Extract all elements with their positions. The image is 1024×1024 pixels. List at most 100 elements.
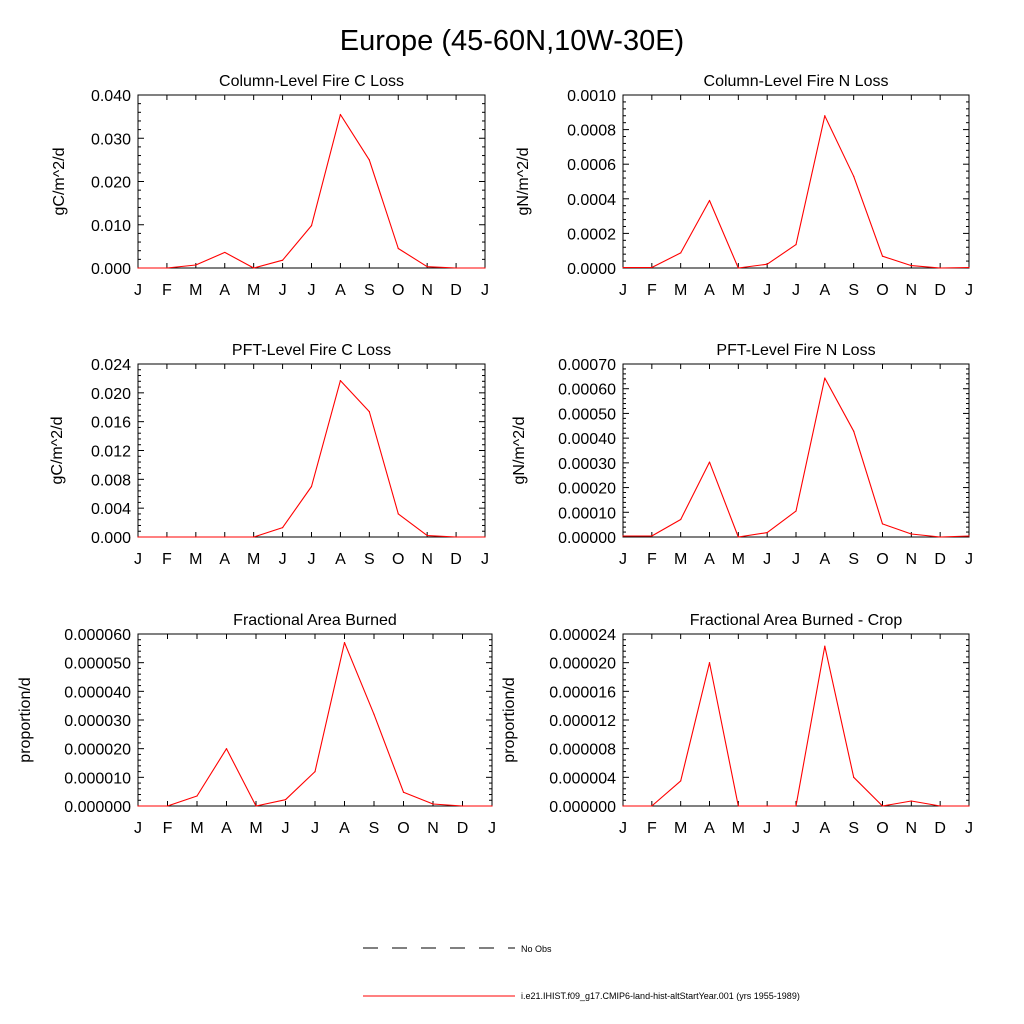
data-point	[224, 251, 226, 254]
data-point	[137, 805, 139, 807]
figure-title: Europe (45-60N,10W-30E)	[340, 25, 684, 57]
x-tick-label: J	[763, 551, 771, 568]
x-tick-label: M	[674, 551, 687, 568]
data-point	[484, 267, 486, 269]
x-tick-label: J	[965, 282, 973, 299]
y-tick-label: 0.000	[91, 530, 131, 547]
x-tick-label: J	[134, 282, 142, 299]
x-tick-label: M	[247, 551, 260, 568]
x-tick-label: J	[488, 820, 496, 837]
data-point	[281, 259, 284, 261]
data-point	[737, 805, 739, 807]
data-point	[491, 805, 493, 807]
data-point	[622, 535, 624, 537]
plot-frame	[137, 633, 493, 807]
y-tick-label: 0.020	[91, 175, 131, 192]
x-tick-label: J	[792, 282, 800, 299]
y-tick-label: 0.00030	[558, 456, 616, 473]
series-line	[623, 377, 970, 538]
data-point	[137, 267, 139, 269]
y-tick-label: 0.000024	[549, 627, 616, 644]
data-point	[368, 159, 370, 161]
x-tick-label: O	[392, 551, 404, 568]
y-tick-label: 0.000060	[64, 627, 131, 644]
y-tick-label: 0.000010	[64, 770, 131, 787]
x-tick-label: A	[335, 551, 346, 568]
data-point	[651, 535, 653, 537]
y-tick-label: 0.0000	[567, 261, 616, 278]
y-axis-label: gN/m^2/d	[515, 148, 532, 216]
y-tick-label: 0.000000	[64, 799, 131, 816]
data-point	[910, 264, 912, 267]
data-point	[824, 645, 826, 647]
data-point	[368, 410, 370, 413]
y-tick-label: 0.00060	[558, 382, 616, 399]
data-point	[166, 805, 169, 807]
data-point	[824, 115, 826, 117]
x-tick-label: M	[247, 282, 260, 299]
x-tick-label: J	[279, 282, 287, 299]
data-point	[910, 800, 912, 802]
x-tick-label: N	[421, 282, 433, 299]
y-tick-label: 0.024	[91, 357, 131, 374]
x-tick-label: M	[189, 551, 202, 568]
x-tick-label: S	[369, 820, 380, 837]
panel-title: Fractional Area Burned - Crop	[690, 612, 903, 629]
data-point	[881, 523, 884, 525]
data-point	[939, 805, 941, 807]
x-tick-label: O	[397, 820, 409, 837]
x-tick-label: N	[906, 551, 918, 568]
plot-frame	[622, 94, 970, 269]
y-tick-label: 0.000030	[64, 713, 131, 730]
data-point	[939, 536, 941, 538]
x-tick-label: J	[619, 551, 627, 568]
data-point	[881, 805, 884, 807]
y-tick-label: 0.000020	[549, 656, 616, 673]
x-tick-label: A	[704, 551, 715, 568]
x-tick-label: D	[450, 551, 462, 568]
data-point	[343, 642, 346, 644]
x-tick-label: A	[704, 282, 715, 299]
series-line	[138, 642, 492, 807]
y-tick-label: 0.000020	[64, 742, 131, 759]
data-point	[824, 377, 826, 379]
y-tick-label: 0.030	[91, 131, 131, 148]
data-point	[680, 780, 682, 782]
x-tick-label: M	[732, 282, 745, 299]
data-point	[166, 267, 168, 269]
x-tick-label: F	[647, 282, 657, 299]
y-tick-label: 0.000040	[64, 684, 131, 701]
data-point	[484, 536, 486, 538]
y-axis-label: proportion/d	[17, 677, 34, 762]
x-tick-label: F	[163, 820, 173, 837]
x-tick-label: A	[339, 820, 350, 837]
y-tick-label: 0.0010	[567, 88, 616, 105]
y-tick-label: 0.00040	[558, 431, 616, 448]
data-point	[195, 264, 197, 266]
y-tick-label: 0.000050	[64, 656, 131, 673]
data-point	[680, 518, 682, 521]
data-point	[853, 175, 855, 177]
data-point	[622, 805, 624, 807]
x-tick-label: S	[364, 551, 375, 568]
data-point	[853, 430, 855, 432]
data-point	[910, 533, 912, 535]
x-tick-label: J	[134, 551, 142, 568]
series-line	[138, 113, 485, 269]
x-tick-label: J	[763, 282, 771, 299]
y-tick-label: 0.008	[91, 472, 131, 489]
x-tick-label: A	[819, 820, 830, 837]
legend-label-model: i.e21.IHIST.f09_g17.CMIP6-land-hist-altS…	[521, 991, 800, 1001]
x-tick-label: M	[732, 820, 745, 837]
x-tick-label: A	[819, 551, 830, 568]
data-point	[766, 531, 768, 534]
x-tick-label: A	[819, 282, 830, 299]
data-point	[651, 805, 653, 807]
data-point	[795, 244, 797, 246]
y-tick-label: 0.000012	[549, 713, 616, 730]
x-tick-label: O	[876, 551, 888, 568]
data-point	[426, 534, 428, 537]
